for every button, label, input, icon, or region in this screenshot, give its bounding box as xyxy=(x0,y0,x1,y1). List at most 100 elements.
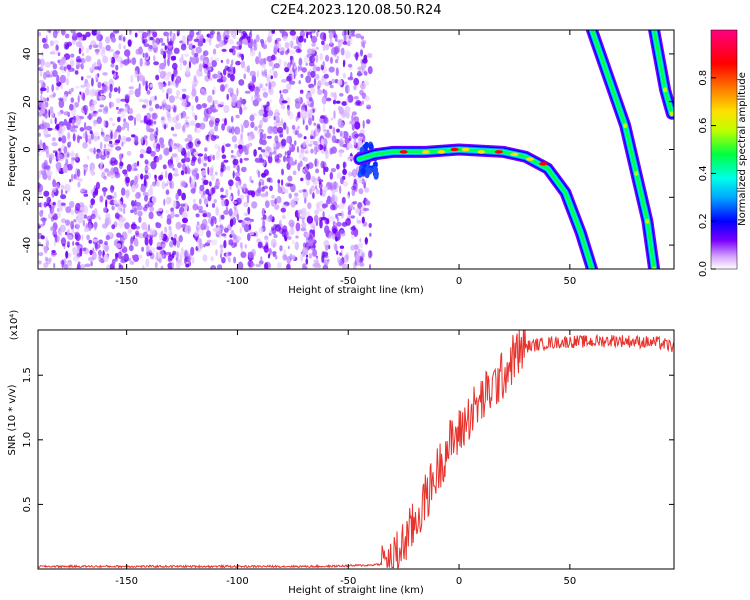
noise-speck xyxy=(360,35,365,40)
noise-speck xyxy=(82,92,86,102)
noise-speck xyxy=(172,237,177,246)
noise-speck xyxy=(148,237,153,246)
noise-speck xyxy=(52,30,58,39)
noise-speck xyxy=(295,116,298,122)
noise-speck xyxy=(367,52,373,59)
noise-speck xyxy=(334,243,338,252)
noise-speck xyxy=(111,224,116,230)
noise-speck xyxy=(75,176,80,181)
noise-speck xyxy=(43,201,48,208)
noise-speck xyxy=(125,137,132,142)
noise-speck xyxy=(241,125,244,134)
noise-speck xyxy=(223,159,229,163)
noise-speck xyxy=(277,179,281,184)
noise-speck xyxy=(243,201,249,208)
noise-speck xyxy=(347,94,354,103)
noise-speck xyxy=(361,216,365,224)
noise-speck xyxy=(167,80,171,86)
noise-speck xyxy=(118,108,125,112)
noise-speck xyxy=(213,199,217,204)
noise-speck xyxy=(321,255,325,263)
noise-speck xyxy=(108,92,112,99)
noise-speck xyxy=(208,38,212,46)
noise-speck xyxy=(96,32,101,41)
noise-speck xyxy=(132,221,136,226)
noise-speck xyxy=(121,153,124,158)
noise-speck xyxy=(282,225,288,234)
noise-speck xyxy=(303,38,307,43)
noise-speck xyxy=(227,87,234,94)
noise-speck xyxy=(342,41,349,45)
noise-speck xyxy=(277,126,284,134)
noise-speck xyxy=(339,185,342,194)
noise-speck xyxy=(142,52,145,58)
noise-speck xyxy=(328,66,335,73)
noise-speck xyxy=(347,76,354,81)
noise-speck xyxy=(190,187,195,195)
noise-speck xyxy=(92,238,99,242)
noise-speck xyxy=(305,179,310,186)
noise-speck xyxy=(271,127,277,135)
noise-speck xyxy=(149,235,153,240)
noise-speck xyxy=(186,37,189,46)
noise-speck xyxy=(159,62,166,70)
noise-speck xyxy=(94,61,97,67)
noise-speck xyxy=(120,33,123,42)
noise-speck xyxy=(278,46,282,53)
noise-speck xyxy=(165,210,169,214)
noise-speck xyxy=(156,246,163,250)
noise-speck xyxy=(121,135,128,144)
noise-speck xyxy=(114,171,121,179)
snr-panel: -150 -100 -50 0 50 0.5 1.0 1.5 Height of straig… xyxy=(7,310,675,596)
noise-speck xyxy=(283,257,286,261)
noise-speck xyxy=(119,161,124,167)
noise-speck xyxy=(232,170,235,179)
noise-speck xyxy=(334,189,339,193)
noise-speck xyxy=(247,190,254,196)
noise-speck xyxy=(140,185,147,193)
noise-speck xyxy=(310,136,315,140)
noise-speck xyxy=(134,135,139,144)
noise-speck xyxy=(124,93,131,100)
noise-speck xyxy=(96,116,103,124)
noise-speck xyxy=(88,239,92,244)
noise-speck xyxy=(334,33,338,42)
noise-speck xyxy=(268,68,275,74)
noise-speck xyxy=(266,55,273,62)
noise-speck xyxy=(99,95,106,101)
noise-speck xyxy=(172,62,178,70)
noise-speck xyxy=(199,54,205,61)
noise-speck xyxy=(231,93,237,103)
noise-speck xyxy=(241,186,244,191)
noise-speck xyxy=(141,222,148,231)
noise-speck xyxy=(276,262,282,269)
noise-speck xyxy=(339,131,343,137)
noise-speck xyxy=(125,176,130,184)
noise-speck xyxy=(353,77,360,86)
noise-speck xyxy=(145,181,148,188)
noise-speck xyxy=(57,111,62,117)
noise-speck xyxy=(173,107,177,113)
noise-speck xyxy=(334,138,338,144)
noise-speck xyxy=(197,40,204,47)
noise-speck xyxy=(342,168,347,175)
y-tick-label: -20 xyxy=(22,189,33,205)
noise-speck xyxy=(63,264,69,269)
colorbar-ticks: 0.0 0.2 0.4 0.6 0.8 xyxy=(698,70,716,277)
noise-speck xyxy=(275,115,280,124)
noise-speck xyxy=(300,177,304,182)
noise-speck xyxy=(179,203,186,207)
noise-speck xyxy=(286,135,292,144)
noise-speck xyxy=(198,198,202,205)
noise-speck xyxy=(195,56,199,64)
noise-speck xyxy=(156,258,161,262)
noise-speck xyxy=(250,121,255,129)
noise-speck xyxy=(41,209,44,214)
noise-speck xyxy=(310,70,316,78)
noise-speck xyxy=(265,82,268,87)
x-tick-label: 50 xyxy=(563,576,576,587)
noise-speck xyxy=(181,211,188,220)
noise-speck xyxy=(150,160,157,170)
noise-speck xyxy=(269,185,273,192)
